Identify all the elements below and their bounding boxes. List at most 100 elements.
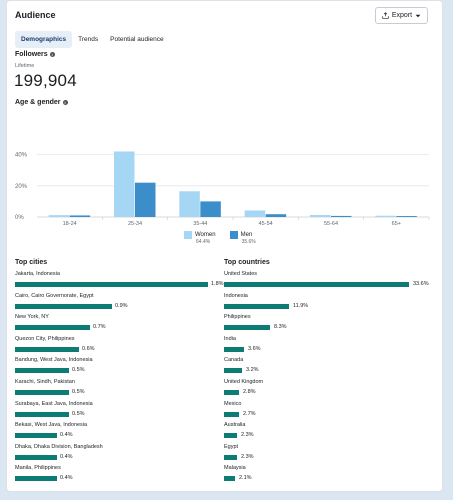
legend-percent-women: 64.4%: [196, 239, 211, 245]
item-name: Canada: [224, 357, 244, 364]
top-cities-title: Top cities: [15, 259, 48, 266]
list-item: Dhaka, Dhaka Division, Bangladesh 0.4%: [15, 444, 225, 464]
item-name: India: [224, 335, 236, 342]
item-bar: [224, 433, 237, 439]
list-item: Karachi, Sindh, Pakistan 0.5%: [15, 379, 225, 399]
list-item: Australia 2.3%: [224, 422, 434, 442]
item-value: 0.5%: [72, 410, 85, 417]
tab-potential-audience[interactable]: Potential audience: [110, 36, 164, 43]
item-bar: [15, 411, 69, 417]
item-name: Bekasi, West Java, Indonesia: [15, 422, 88, 429]
item-bar: [15, 303, 112, 309]
info-icon[interactable]: i: [49, 52, 55, 57]
age-gender-label-row: Age & gender i: [15, 99, 68, 106]
list-item: Cairo, Cairo Governorate, Egypt 0.9%: [15, 293, 225, 313]
item-name: Australia: [224, 422, 246, 429]
followers-period: Lifetime: [15, 63, 35, 69]
export-label: Export: [391, 12, 413, 19]
item-bar: [15, 454, 57, 460]
x-tick-label: 65+: [392, 221, 401, 227]
export-icon: [382, 12, 389, 19]
item-value: 0.4%: [60, 432, 73, 439]
item-value: 0.9%: [115, 302, 128, 309]
legend-label-women: Women: [195, 232, 216, 238]
top-cities-list: Jakarta, Indonesia 1.8% Cairo, Cairo Gover…: [15, 271, 225, 486]
x-tick-label: 45-54: [259, 221, 273, 227]
item-value: 0.5%: [72, 367, 85, 374]
item-value: 2.3%: [241, 453, 254, 460]
legend-men[interactable]: Men 35.6%: [229, 231, 256, 245]
item-name: Quezon City, Philippines: [15, 335, 75, 342]
item-value: 2.1%: [239, 475, 252, 482]
info-icon[interactable]: i: [62, 100, 68, 105]
bar-women: [244, 210, 266, 217]
item-bar: [224, 368, 242, 374]
item-name: Mexico: [224, 400, 242, 407]
x-tick-label: 35-44: [193, 221, 207, 227]
item-name: Philippines: [224, 314, 251, 321]
item-bar: [15, 390, 69, 395]
item-bar: [224, 303, 289, 309]
item-bar: [224, 454, 237, 460]
list-item: Mexico 2.7%: [224, 401, 434, 421]
item-value: 3.2%: [246, 367, 259, 374]
item-value: 1.8%: [211, 281, 224, 287]
list-item: India 3.6%: [224, 336, 434, 356]
top-countries-title: Top countries: [224, 259, 270, 266]
tab-bar: Demographics Trends Potential audience: [15, 31, 170, 48]
card-title: Audience: [15, 10, 56, 20]
legend-label-men: Men: [240, 232, 253, 238]
list-item: Manila, Philippines 0.4%: [15, 465, 225, 485]
export-button[interactable]: Export: [375, 7, 428, 24]
item-value: 0.4%: [60, 475, 73, 482]
bar-men: [135, 182, 156, 217]
list-item: Malaysia 2.1%: [224, 465, 434, 485]
item-value: 8.3%: [274, 324, 287, 331]
followers-label-row: Followers i: [15, 51, 55, 58]
list-item: United Kingdom 2.8%: [224, 379, 434, 399]
item-bar: [15, 282, 208, 287]
item-bar: [15, 368, 69, 374]
legend-swatch-women: [184, 231, 192, 239]
followers-label: Followers: [15, 51, 48, 58]
item-bar: [224, 411, 239, 417]
item-value: 33.6%: [413, 281, 429, 287]
item-value: 3.6%: [248, 345, 261, 352]
audience-card: Audience Export Demographics Trends Pote…: [6, 0, 443, 492]
item-value: 0.5%: [72, 389, 85, 395]
item-bar: [224, 346, 244, 352]
list-item: Surabaya, East Java, Indonesia 0.5%: [15, 401, 225, 421]
followers-count: 199,904: [14, 71, 77, 90]
top-countries-list: United States 33.6% Indonesia 11.9% Philippi…: [224, 271, 434, 486]
item-value: 0.4%: [60, 453, 73, 460]
item-name: Dhaka, Dhaka Division, Bangladesh: [15, 443, 103, 450]
item-value: 2.3%: [241, 432, 254, 439]
tab-demographics[interactable]: Demographics: [15, 31, 73, 48]
item-bar: [224, 325, 270, 331]
chevron-down-icon: [415, 14, 421, 17]
legend-swatch-men: [229, 231, 238, 239]
age-gender-label: Age & gender: [15, 99, 61, 106]
item-bar: [224, 390, 239, 395]
bar-men: [396, 216, 417, 217]
legend-women[interactable]: Women 64.4%: [184, 231, 216, 245]
y-tick-label: 0%: [15, 215, 24, 221]
item-bar: [15, 325, 90, 331]
item-value: 2.8%: [243, 389, 256, 395]
item-name: Bandung, West Java, Indonesia: [15, 357, 93, 364]
item-value: 11.9%: [293, 302, 309, 309]
item-bar: [15, 346, 79, 352]
bar-men: [265, 214, 287, 217]
item-bar: [15, 476, 57, 482]
item-value: 2.7%: [243, 410, 256, 417]
list-item: Egypt 2.3%: [224, 444, 434, 464]
tab-trends[interactable]: Trends: [78, 36, 99, 43]
item-name: Cairo, Cairo Governorate, Egypt: [15, 292, 94, 299]
item-bar: [224, 282, 409, 287]
item-name: United States: [224, 271, 258, 277]
item-bar: [15, 433, 57, 439]
item-name: New York, NY: [15, 314, 49, 321]
item-name: Malaysia: [224, 465, 246, 472]
x-tick-label: 18-24: [63, 221, 77, 227]
bar-women: [375, 215, 396, 217]
